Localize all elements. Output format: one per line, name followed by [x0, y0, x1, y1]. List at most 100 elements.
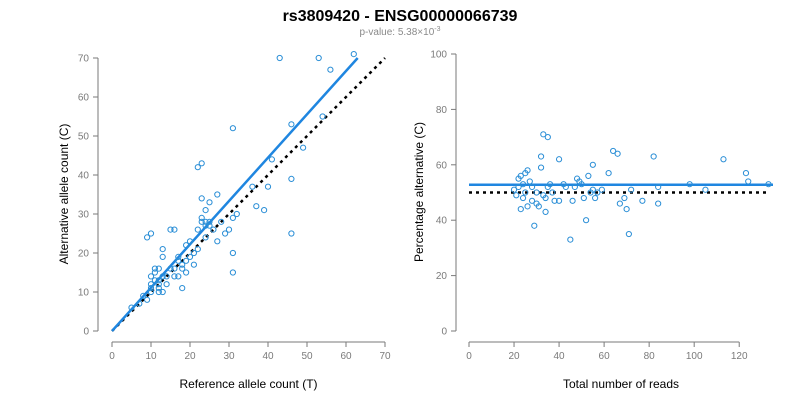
data-point — [202, 218, 209, 225]
data-point — [218, 218, 225, 225]
data-point — [276, 54, 283, 62]
data-point — [537, 153, 545, 160]
y-tick-label: 100 — [430, 50, 447, 61]
data-point — [350, 51, 357, 58]
x-tick-label: 20 — [184, 351, 196, 362]
x-tick-label: 100 — [686, 351, 703, 362]
data-point — [580, 194, 587, 202]
data-point — [589, 186, 596, 193]
data-point — [214, 238, 221, 245]
data-point — [261, 207, 268, 214]
data-point — [144, 234, 151, 241]
data-point — [214, 191, 221, 198]
x-tick-label: 20 — [508, 351, 520, 362]
data-point — [167, 226, 174, 233]
data-point — [655, 200, 662, 207]
data-point — [147, 288, 155, 296]
data-point — [598, 186, 605, 193]
y-tick-label: 0 — [83, 327, 89, 338]
data-point — [147, 230, 155, 237]
data-point — [625, 230, 632, 238]
x-axis-label: Total number of reads — [563, 377, 679, 391]
data-point — [179, 261, 186, 268]
y-tick-label: 60 — [78, 93, 90, 104]
data-point — [147, 281, 155, 288]
data-point — [151, 277, 158, 284]
subtitle-exponent: -3 — [434, 26, 440, 33]
data-point — [582, 217, 590, 224]
data-point — [194, 246, 201, 253]
data-point — [546, 181, 554, 188]
chart-title: rs3809420 - ENSG00000066739 — [283, 8, 518, 25]
y-tick-label: 80 — [436, 105, 448, 116]
x-tick-label: 40 — [554, 351, 566, 362]
x-tick-label: 40 — [262, 351, 274, 362]
data-point — [190, 261, 197, 268]
x-tick-label: 0 — [466, 351, 472, 362]
right-scatter-panel: 0 20 40 60 80 100 120 0 20 40 60 80 100 Total number … — [412, 50, 773, 391]
data-point — [515, 183, 522, 191]
subtitle-pvalue: p-value: 5.38×10 — [359, 27, 434, 38]
data-point — [198, 214, 205, 221]
data-point — [155, 281, 162, 288]
data-point — [562, 183, 569, 191]
x-tick-label: 120 — [731, 351, 748, 362]
data-point — [555, 156, 563, 163]
data-point — [720, 156, 727, 163]
data-point — [569, 197, 576, 204]
y-axis-label: Percentage alternative (C) — [412, 122, 426, 262]
data-point — [140, 292, 147, 299]
data-point — [225, 226, 233, 233]
y-tick-label: 60 — [436, 160, 448, 171]
y-tick-label: 10 — [78, 288, 90, 299]
y-tick-label: 0 — [441, 327, 447, 338]
data-point — [742, 170, 750, 177]
data-point — [578, 181, 585, 188]
data-point — [544, 134, 551, 141]
x-tick-label: 10 — [145, 351, 157, 362]
data-point — [288, 121, 295, 128]
data-point — [167, 265, 174, 272]
data-point — [655, 183, 662, 191]
data-point — [206, 222, 213, 229]
data-point — [179, 285, 186, 292]
data-point — [229, 249, 236, 257]
data-point — [571, 183, 578, 191]
x-axis-label: Reference allele count (T) — [179, 377, 317, 391]
data-point — [179, 265, 186, 272]
y-tick-label: 50 — [78, 132, 90, 143]
data-point — [186, 253, 194, 260]
data-point — [171, 273, 178, 280]
data-point — [136, 300, 143, 307]
y-tick-label: 20 — [436, 271, 448, 282]
data-point — [194, 164, 201, 171]
data-point — [198, 218, 205, 225]
data-point — [155, 288, 162, 296]
data-point — [229, 269, 236, 276]
data-point — [524, 167, 531, 174]
data-point — [522, 189, 529, 196]
data-point — [327, 66, 334, 73]
chart-subtitle: p-value: 5.38×10-3 — [359, 26, 440, 38]
data-point — [268, 156, 275, 163]
data-point — [517, 172, 524, 179]
data-point — [592, 194, 599, 202]
x-tick-label: 50 — [301, 351, 313, 362]
data-point — [159, 273, 166, 280]
data-point — [594, 189, 601, 196]
data-point — [151, 269, 158, 276]
data-point — [175, 253, 182, 260]
data-point — [151, 265, 158, 272]
data-point — [650, 153, 657, 160]
data-point — [616, 200, 623, 207]
data-point — [537, 164, 545, 171]
x-tick-label: 0 — [109, 351, 115, 362]
data-point — [183, 242, 190, 249]
data-point — [183, 257, 190, 264]
data-point — [702, 186, 709, 193]
data-point — [194, 226, 201, 233]
data-point — [639, 197, 646, 204]
x-tick-label: 80 — [644, 351, 656, 362]
data-point — [229, 125, 236, 132]
